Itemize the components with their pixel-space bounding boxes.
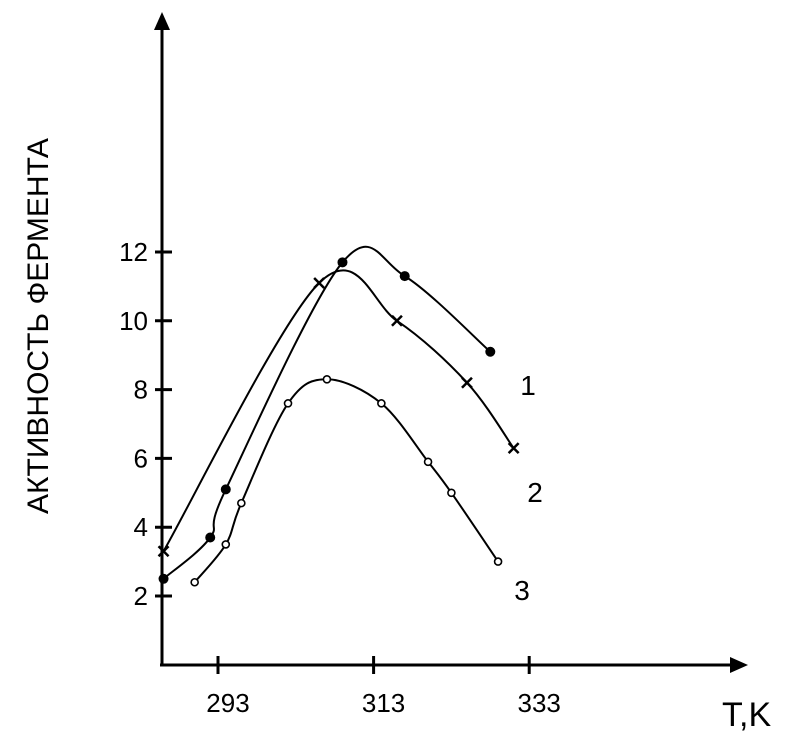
series-labels: 1 2 3: [514, 370, 543, 606]
series-3-point: [377, 399, 386, 408]
series-2-point: [507, 442, 520, 454]
series-3-point: [322, 374, 332, 384]
series-markers: [157, 257, 520, 587]
series-2-point: [157, 545, 170, 558]
x-tick-label: 313: [362, 688, 405, 718]
x-ticks: 293 313 333: [206, 656, 561, 718]
series-3-point: [190, 577, 199, 587]
series-label: 1: [520, 370, 536, 401]
series-2-point: [461, 376, 473, 389]
series-1-point: [158, 573, 169, 584]
series-1-point: [399, 271, 410, 282]
series-2-point: [313, 277, 326, 289]
series-label: 2: [527, 477, 543, 508]
series-3-point: [221, 540, 231, 549]
y-tick-label: 6: [134, 443, 148, 473]
chart-axes: [154, 12, 748, 673]
series-1-point: [220, 484, 231, 495]
y-tick-label: 10: [119, 306, 148, 336]
series-3-point: [423, 457, 433, 467]
series-2-point: [391, 314, 403, 327]
series-1-point: [485, 346, 496, 357]
series-1-point: [205, 532, 216, 543]
series-2-line: [162, 269, 515, 552]
x-tick-label: 293: [206, 688, 249, 718]
series-label: 3: [514, 575, 530, 606]
y-axis-arrow: [154, 12, 170, 30]
x-axis-arrow: [730, 657, 748, 673]
series-3-point: [493, 557, 503, 566]
y-tick-label: 8: [134, 375, 148, 405]
y-tick-label: 12: [119, 237, 148, 267]
series-1-line: [162, 246, 491, 580]
y-tick-label: 4: [134, 512, 148, 542]
y-ticks: 2 4 6 8 10 12: [119, 237, 172, 611]
series-1-point: [337, 257, 348, 268]
x-tick-label: 333: [518, 688, 561, 718]
series-3-point: [447, 488, 456, 498]
y-axis-label: АКТИВНОСТЬ ФЕРМЕНТА: [22, 138, 55, 514]
x-axis-label: T,K: [722, 696, 771, 734]
y-tick-label: 2: [134, 581, 148, 611]
series-curves: [162, 246, 515, 583]
series-3-point: [283, 399, 293, 408]
series-3-point: [237, 498, 246, 508]
